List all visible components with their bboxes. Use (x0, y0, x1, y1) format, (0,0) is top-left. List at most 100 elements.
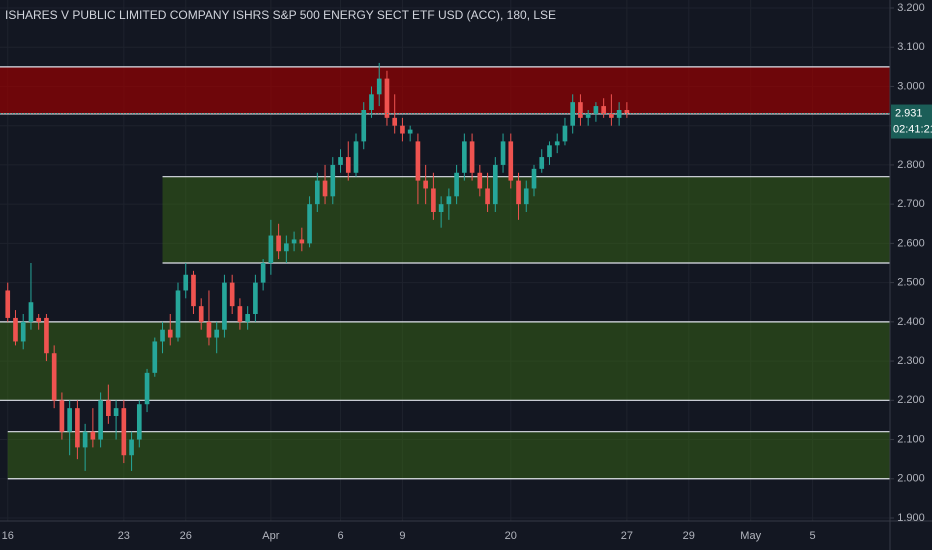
candle-body (462, 141, 467, 173)
candle-body (616, 110, 622, 118)
candle-body (299, 239, 305, 244)
candle-body (67, 408, 72, 432)
candle-body (601, 106, 606, 114)
candle-body (75, 408, 80, 448)
candle-body (570, 102, 576, 126)
candle-body (392, 117, 398, 126)
candle-body (106, 400, 111, 416)
zone (7, 431, 890, 479)
candle-body (5, 290, 11, 318)
candle-body (13, 317, 18, 342)
candle-body (314, 180, 320, 205)
y-tick-label: 2.100 (897, 433, 925, 445)
candle-body (136, 404, 142, 440)
candle-body (500, 141, 506, 165)
candle-body (624, 110, 630, 114)
candle-body (609, 113, 614, 118)
candle-body (345, 157, 351, 173)
x-tick-label: May (740, 530, 761, 542)
candle-body (222, 282, 227, 330)
candle-body (268, 235, 274, 263)
candle-body (508, 141, 514, 181)
zone (0, 66, 890, 114)
zone (0, 321, 890, 401)
candle-body (585, 113, 591, 118)
y-tick-label: 3.000 (897, 80, 925, 92)
candle-body (28, 302, 34, 322)
candle-body (523, 188, 529, 205)
x-tick-label: 9 (399, 530, 405, 542)
x-tick-label: 5 (810, 530, 816, 542)
candle-body (160, 329, 165, 342)
y-tick-label: 2.400 (897, 316, 925, 328)
x-tick-label: 26 (180, 530, 192, 542)
y-tick-label: 2.300 (897, 355, 925, 367)
candle-body (415, 141, 421, 181)
candle-body (485, 188, 490, 205)
candle-body (253, 282, 258, 314)
candle-body (593, 106, 599, 114)
countdown: 02:41:21 (893, 123, 932, 135)
candle-body (554, 141, 560, 146)
candle-body (531, 168, 537, 189)
candle-body (51, 353, 57, 401)
plot-area (0, 0, 891, 521)
candle-body (198, 306, 204, 322)
candle-body (423, 180, 428, 189)
candle-body (245, 314, 250, 322)
y-tick-label: 2.000 (897, 473, 925, 485)
x-tick-label: 6 (337, 530, 343, 542)
candle-body (562, 125, 568, 142)
candle-body (547, 145, 552, 158)
y-tick-label: 2.200 (897, 394, 925, 406)
candle-body (167, 329, 173, 338)
candle-body (384, 78, 390, 118)
y-tick-label: 3.200 (897, 2, 925, 14)
candle-body (454, 172, 459, 197)
candle-body (237, 306, 243, 322)
candle-body (469, 141, 475, 173)
y-tick-label: 2.800 (897, 159, 925, 171)
y-tick-label: 3.100 (897, 41, 925, 53)
x-tick-label: 23 (118, 530, 130, 542)
candle-body (438, 204, 444, 212)
candle-body (276, 235, 281, 252)
candle-body (516, 180, 521, 205)
candle-body (338, 157, 343, 165)
candle-body (446, 196, 452, 205)
candle-body (431, 188, 436, 212)
candle-body (369, 94, 374, 110)
candle-body (183, 274, 189, 291)
candle-body (214, 329, 220, 338)
candle-body (175, 290, 181, 338)
candle-body (129, 439, 134, 456)
candle-body (361, 110, 367, 142)
candle-body (578, 102, 583, 118)
x-tick-label: 27 (621, 530, 633, 542)
candle-body (330, 164, 336, 197)
candle-body (400, 125, 405, 134)
candle-body (152, 341, 158, 373)
candle-body (90, 431, 96, 440)
candle-body (407, 129, 413, 134)
x-tick-label: 16 (2, 530, 14, 542)
candle-body (376, 78, 382, 95)
candle-body (82, 431, 88, 448)
candle-body (191, 274, 196, 307)
candle-body (20, 321, 26, 342)
chart-title: ISHARES V PUBLIC LIMITED COMPANY ISHRS S… (5, 8, 556, 22)
price-badge (891, 104, 932, 139)
candle-body (492, 164, 498, 205)
candle-body (284, 243, 289, 252)
candle-body (353, 141, 359, 173)
candle-body (98, 400, 103, 440)
candle-body (113, 408, 119, 416)
candle-body (477, 172, 483, 189)
candle-body (307, 204, 312, 244)
y-tick-label: 2.700 (897, 198, 925, 210)
candle-body (121, 408, 127, 456)
y-tick-label: 2.500 (897, 277, 925, 289)
candle-body (44, 317, 49, 354)
candle-body (59, 400, 65, 432)
